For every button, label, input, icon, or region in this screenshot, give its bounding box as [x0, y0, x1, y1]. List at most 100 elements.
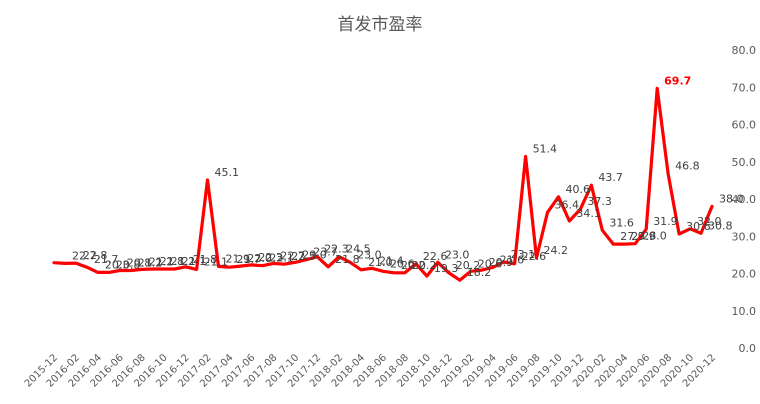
data-point: [151, 267, 154, 271]
data-point: [316, 255, 319, 258]
series-line: [52, 86, 714, 282]
data-point: [469, 270, 472, 273]
data-point: [140, 268, 143, 271]
y-tick-label: 40.0: [732, 193, 757, 206]
data-labels: 22.722.821.720.320.820.821.221.221.821.2…: [72, 74, 744, 279]
data-label: 38.0: [719, 192, 744, 205]
data-label: 22.5: [291, 250, 316, 263]
data-label: 21.6: [500, 254, 524, 267]
data-label: 20.9: [489, 256, 514, 269]
data-point: [612, 242, 615, 246]
data-point: [436, 261, 440, 264]
data-label: 27.9: [631, 230, 656, 243]
data-point: [74, 261, 78, 265]
data-label: 23.0: [445, 248, 470, 261]
chart-title: 首发市盈率: [338, 15, 423, 35]
data-label: 21.9: [226, 252, 251, 265]
data-label: 21.0: [368, 256, 393, 269]
data-point: [425, 274, 429, 278]
data-point: [239, 264, 242, 268]
data-label: 18.2: [467, 266, 492, 279]
data-label: 20.3: [105, 258, 130, 271]
data-point: [184, 265, 187, 268]
data-point: [403, 271, 407, 274]
data-point: [250, 263, 253, 267]
data-point: [634, 242, 637, 245]
data-label: 31.6: [609, 216, 634, 229]
y-tick-label: 10.0: [732, 305, 757, 318]
data-label: 21.7: [236, 253, 261, 266]
data-label: 20.6: [478, 257, 503, 270]
data-label: 22.3: [324, 243, 349, 256]
y-tick-label: 70.0: [732, 81, 757, 94]
data-point: [129, 269, 132, 272]
data-point: [645, 227, 648, 231]
data-point: [688, 227, 692, 230]
y-axis: 0.0 10.0 20.0 30.0 40.0 50.0 60.0 70.0 80.0: [732, 44, 757, 355]
data-label: 22.3: [258, 251, 283, 264]
data-point: [348, 261, 352, 264]
data-label: 21.8: [193, 253, 218, 266]
data-label: 21.2: [171, 255, 196, 268]
data-label: 22.6: [423, 250, 448, 263]
data-point: [590, 184, 593, 187]
data-point: [228, 265, 231, 269]
data-point: [63, 262, 67, 265]
data-label: 36.4: [555, 198, 580, 211]
data-point: [710, 205, 714, 208]
data-label: 22.0: [247, 252, 272, 265]
data-point: [579, 207, 582, 211]
data-label: 34.1: [576, 207, 601, 220]
data-label: 37.3: [587, 195, 612, 208]
data-label: 23.0: [357, 248, 382, 261]
data-label: 27.9: [620, 230, 645, 243]
data-point: [162, 267, 165, 271]
data-label: 20.8: [127, 257, 152, 270]
data-point: [447, 271, 450, 274]
data-point: [173, 267, 176, 271]
data-label: 22.6: [522, 250, 547, 263]
data-point: [118, 269, 122, 272]
data-label: 21.1: [182, 255, 207, 268]
data-label: 22.8: [83, 249, 108, 262]
data-label: 23.7: [313, 246, 338, 259]
data-label: 19.3: [434, 262, 459, 275]
data-point: [655, 87, 659, 90]
data-label: 20.2: [401, 259, 426, 272]
data-point: [513, 262, 516, 266]
data-point: [370, 267, 374, 270]
data-point: [294, 261, 297, 264]
data-label: 21.1: [204, 255, 229, 268]
data-point: [206, 178, 209, 182]
y-tick-label: 20.0: [732, 268, 757, 281]
data-point: [96, 271, 100, 274]
y-tick-label: 30.0: [732, 230, 757, 243]
data-point: [535, 256, 538, 260]
data-label: 22.7: [280, 249, 305, 262]
data-label: 28.0: [642, 230, 667, 243]
data-point: [414, 262, 418, 266]
data-point: [524, 155, 527, 158]
data-label: 30.8: [708, 219, 733, 232]
data-label: 40.6: [565, 183, 590, 196]
data-label: 51.4: [533, 143, 558, 156]
data-label: 46.8: [675, 160, 700, 173]
data-label: 20.2: [456, 259, 481, 272]
data-label: 21.2: [149, 255, 174, 268]
data-label: 20.6: [390, 257, 415, 270]
data-point: [195, 268, 198, 271]
y-tick-label: 80.0: [732, 44, 757, 57]
data-point: [502, 260, 505, 264]
data-point: [305, 258, 308, 261]
data-label: 22.7: [72, 249, 97, 262]
data-label: 24.2: [544, 244, 569, 257]
data-label: 20.2: [412, 259, 437, 272]
y-tick-label: 0.0: [739, 342, 757, 355]
data-label: 21.8: [335, 253, 360, 266]
data-label: 22.1: [269, 252, 294, 265]
data-label: 21.4: [379, 254, 404, 267]
data-point: [568, 219, 571, 223]
x-axis: 2015-122016-022016-042016-062016-082016-…: [23, 352, 718, 389]
data-label: 21.2: [138, 257, 163, 270]
data-point: [491, 266, 494, 269]
